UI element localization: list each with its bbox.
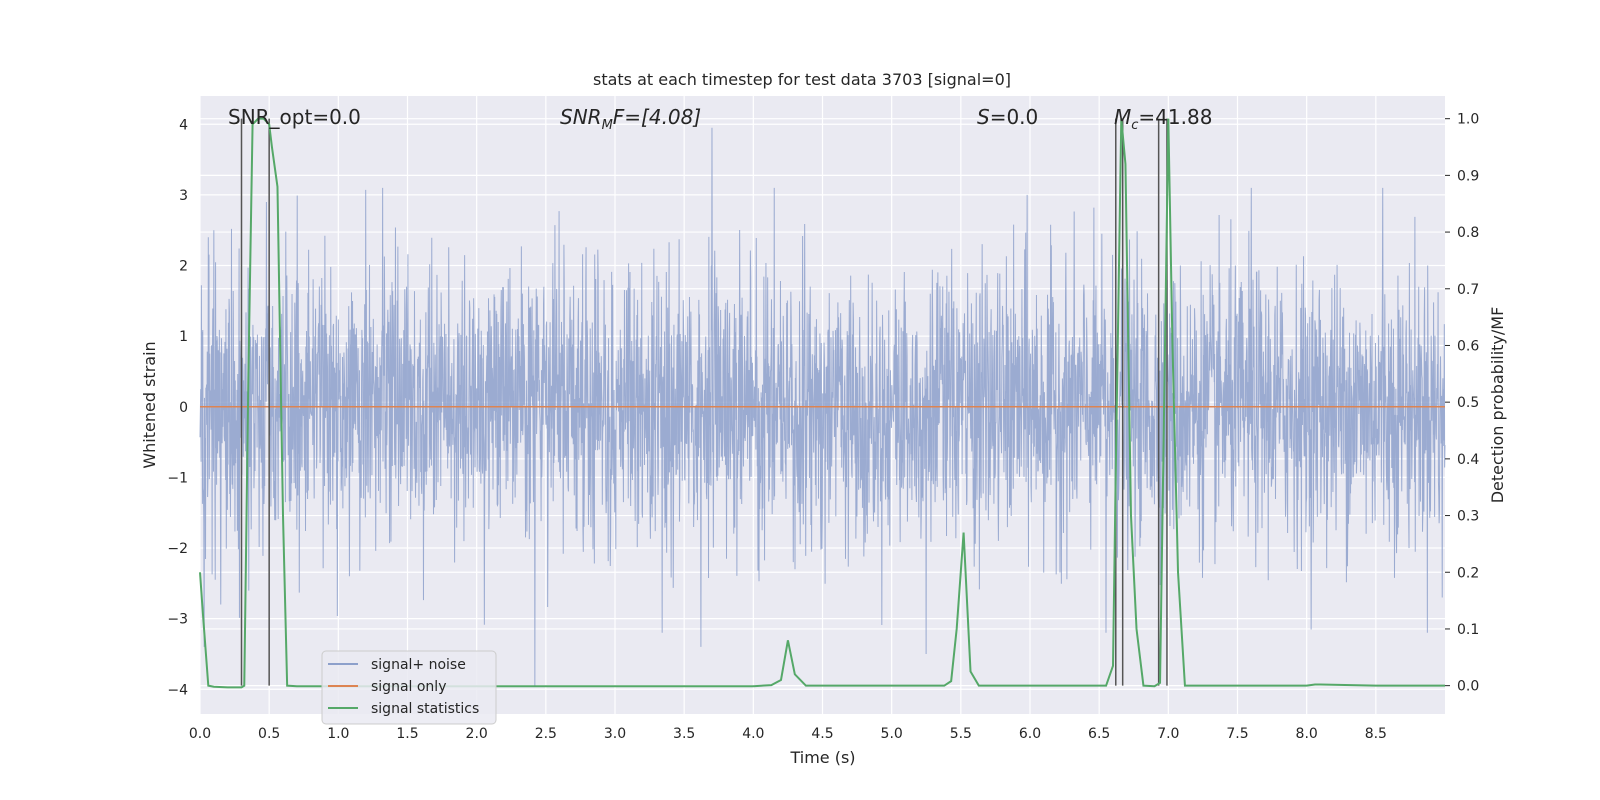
annotation-s-rest: =0.0 — [990, 105, 1039, 129]
annotation-snr-opt: SNR_opt=0.0 — [228, 105, 361, 129]
x-tick-label-11: 5.5 — [950, 726, 972, 742]
annotation-mc-rest: =41.88 — [1138, 105, 1212, 129]
y-right-tick-label-5: 0.5 — [1457, 395, 1479, 411]
noise-series — [199, 127, 1446, 686]
x-tick-label-6: 3.0 — [604, 726, 626, 742]
legend-label-statistics: signal statistics — [371, 701, 479, 717]
y-tick-label-8: 4 — [179, 117, 188, 133]
y-tick-label-6: 2 — [179, 259, 188, 275]
y-right-tick-label-9: 0.9 — [1457, 168, 1479, 184]
annotation-snr-mf-rest: F=[4.08] — [613, 105, 701, 129]
x-tick-label-1: 0.5 — [258, 726, 280, 742]
y-right-tick-label-1: 0.1 — [1457, 622, 1479, 638]
annotation-s: S=0.0 — [977, 105, 1038, 129]
y-ticks-left: −4 −3 −2 −1 0 1 2 3 4 — [167, 117, 188, 698]
x-tick-label-16: 8.0 — [1296, 726, 1318, 742]
y-right-tick-label-10: 1.0 — [1457, 112, 1479, 128]
x-tick-label-0: 0.0 — [189, 726, 211, 742]
annotation-mc-sub: c — [1131, 118, 1138, 133]
legend-box — [321, 650, 497, 725]
y-axis-label-right: Detection probability/MF — [1488, 307, 1507, 504]
annotation-mc-base: M — [1114, 105, 1131, 129]
y-tick-label-5: 1 — [179, 329, 188, 345]
legend-label-signal-only: signal only — [371, 679, 446, 695]
y-right-tick-label-8: 0.8 — [1457, 225, 1479, 241]
y-tick-label-0: −4 — [167, 682, 188, 698]
y-right-tick-label-6: 0.6 — [1457, 338, 1479, 354]
y-tick-label-1: −3 — [167, 612, 188, 628]
legend: signal+ noise signal only signal statist… — [321, 650, 497, 725]
annotation-snr-mf: SNRMF=[4.08] — [560, 105, 701, 133]
x-tick-label-12: 6.0 — [1019, 726, 1041, 742]
x-tick-label-14: 7.0 — [1157, 726, 1179, 742]
y-right-tick-label-0: 0.0 — [1457, 679, 1479, 695]
x-tick-label-5: 2.5 — [535, 726, 557, 742]
x-tick-label-4: 2.0 — [466, 726, 488, 742]
x-ticks: 0.0 0.5 1.0 1.5 2.0 2.5 3.0 3.5 4.0 4.5 5.0 5.5 6.0 6… — [189, 726, 1387, 742]
x-tick-label-17: 8.5 — [1365, 726, 1387, 742]
annotation-snr-mf-base: SNR — [560, 105, 602, 129]
x-tick-label-13: 6.5 — [1088, 726, 1110, 742]
y-tick-label-3: −1 — [167, 470, 188, 486]
y-tick-label-2: −2 — [167, 541, 188, 557]
y-right-tick-label-3: 0.3 — [1457, 509, 1479, 525]
y-tick-label-7: 3 — [179, 188, 188, 204]
statistics-line — [199, 117, 1445, 689]
x-tick-label-10: 5.0 — [881, 726, 903, 742]
y-right-tick-label-7: 0.7 — [1457, 282, 1479, 298]
annotation-mc: Mc=41.88 — [1114, 105, 1212, 133]
x-tick-label-15: 7.5 — [1226, 726, 1248, 742]
y-right-tick-label-2: 0.2 — [1457, 565, 1479, 581]
x-tick-label-2: 1.0 — [327, 726, 349, 742]
x-tick-label-8: 4.0 — [742, 726, 764, 742]
annotation-s-base: S — [977, 105, 990, 129]
statistics-series — [199, 117, 1445, 689]
x-tick-label-3: 1.5 — [396, 726, 418, 742]
x-axis-label: Time (s) — [789, 748, 855, 767]
legend-label-noise: signal+ noise — [371, 657, 466, 673]
x-tick-label-9: 4.5 — [811, 726, 833, 742]
x-tick-label-7: 3.5 — [673, 726, 695, 742]
noise-line — [199, 127, 1446, 686]
chart-title: stats at each timestep for test data 370… — [593, 70, 1011, 89]
y-axis-label-left: Whitened strain — [140, 341, 159, 468]
y-right-tick-label-4: 0.4 — [1457, 452, 1479, 468]
annotation-snr-mf-sub: M — [602, 118, 613, 133]
y-ticks-right: 0.0 0.1 0.2 0.3 0.4 0.5 0.6 0.7 0.8 0.9 1.0 — [1445, 112, 1479, 695]
y-tick-label-4: 0 — [179, 400, 188, 416]
